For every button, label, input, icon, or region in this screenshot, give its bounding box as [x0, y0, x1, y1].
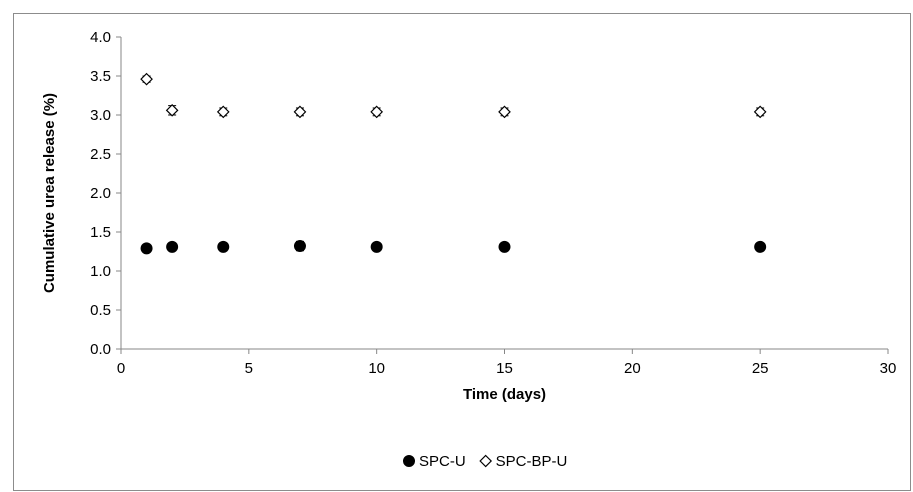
- y-tick-label: 0.5: [90, 302, 111, 319]
- data-point-spc-bp-u: [498, 105, 511, 119]
- chart-svg: 0.00.51.01.52.02.53.03.54.00 5 10 15 20 25 30 …: [41, 29, 896, 470]
- data-point-spc-u: [293, 240, 306, 253]
- y-tick-label: 0.0: [90, 341, 111, 358]
- legend-marker: [479, 454, 493, 468]
- legend-marker: [403, 455, 415, 467]
- y-tick-label: 3.5: [90, 68, 111, 85]
- y-tick-label: 1.0: [90, 263, 111, 280]
- y-tick-label: 4.0: [90, 29, 111, 46]
- x-tick-label: 0: [117, 360, 125, 377]
- y-tick-label: 2.5: [90, 146, 111, 163]
- y-tick-label: 1.5: [90, 224, 111, 241]
- data-point-spc-u: [498, 240, 511, 253]
- x-tick-label: 30: [880, 360, 897, 377]
- y-tick-label: 3.0: [90, 107, 111, 124]
- data-point-spc-bp-u: [370, 105, 384, 119]
- x-tick-label: 20: [624, 360, 641, 377]
- legend: SPC-U SPC-BP-U: [403, 453, 568, 470]
- x-tick-label: 15: [496, 360, 513, 377]
- data-point-spc-bp-u: [293, 105, 307, 119]
- data-marks: [140, 72, 767, 255]
- x-tick-label: 10: [368, 360, 385, 377]
- ticks: 0.0 0.5 1.0 1.5 2.0 2.5 3.0 3.5 4.0 0 5 10 15 20 25 30: [90, 29, 896, 377]
- data-point-spc-u: [140, 242, 153, 255]
- data-point-spc-bp-u: [140, 72, 153, 86]
- chart-frame: 0.0 0.5 1.0 1.5 2.0 2.5 3.0 3.5 4.0 0 5 10 15 20 25 30 …: [13, 13, 911, 491]
- axes: [120, 37, 888, 350]
- data-point-spc-u: [166, 240, 179, 253]
- data-point-spc-bp-u: [216, 105, 230, 119]
- y-tick-label: 2.0: [90, 185, 111, 202]
- legend-label: SPC-BP-U: [496, 453, 568, 470]
- y-axis-title: Cumulative urea release (%): [41, 93, 58, 293]
- legend-label: SPC-U: [419, 453, 466, 470]
- data-point-spc-u: [217, 240, 230, 253]
- data-point-spc-bp-u: [753, 105, 767, 119]
- data-point-spc-u: [754, 240, 767, 253]
- x-axis-title: Time (days): [463, 386, 546, 403]
- data-point-spc-bp-u: [165, 103, 179, 117]
- x-tick-label: 5: [245, 360, 253, 377]
- data-point-spc-u: [370, 240, 383, 253]
- x-tick-label: 25: [752, 360, 769, 377]
